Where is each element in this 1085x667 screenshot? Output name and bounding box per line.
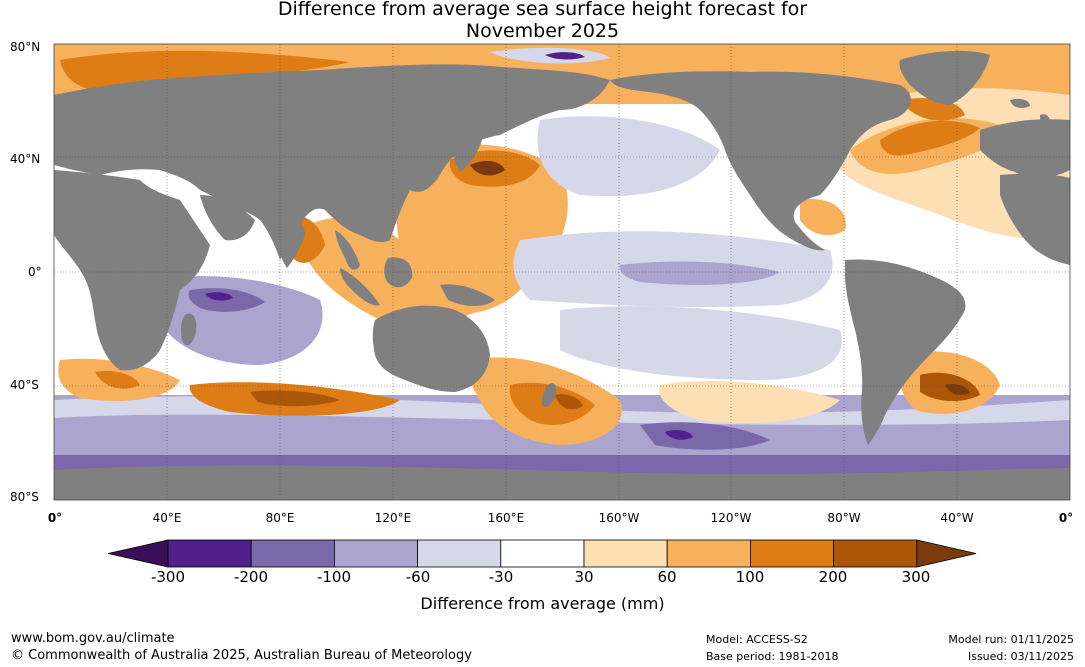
colorbar-swatch	[750, 539, 835, 568]
gridlines	[54, 44, 1070, 500]
lat-label-80n: 80°N	[10, 40, 41, 54]
land-iceland	[1010, 98, 1030, 108]
colorbar-swatch	[500, 539, 585, 568]
colorbar-tick-label: 300	[901, 568, 931, 586]
colorbar-extend-low	[107, 539, 169, 568]
map-frame	[53, 43, 1071, 501]
land-new-zealand	[541, 383, 557, 407]
land-uk	[1040, 114, 1051, 130]
lon-label-160w: 160°W	[598, 511, 640, 525]
lat-label-80s: 80°S	[10, 490, 39, 504]
land-new-guinea	[440, 284, 495, 306]
anomaly-arctic-dark	[60, 50, 350, 92]
land-australia	[372, 305, 490, 392]
lon-label-80w: 80°W	[827, 511, 861, 525]
colorbar-tick-label: 30	[574, 568, 594, 586]
land-antarctica	[54, 465, 1070, 500]
colorbar-extend-high	[916, 539, 977, 568]
land-west-africa	[1000, 173, 1070, 265]
anomaly-south-pacific-purple	[640, 422, 770, 450]
footer-website: www.bom.gov.au/climate	[11, 631, 175, 646]
anomaly-north-pacific-purple	[537, 116, 720, 197]
anomaly-bering-dark	[545, 52, 585, 60]
colorbar	[107, 539, 977, 568]
chart-title-line1: Difference from average sea surface heig…	[277, 0, 808, 20]
colorbar-tick-label: 200	[818, 568, 848, 586]
anomaly-caribbean	[800, 199, 846, 236]
lon-label-120e: 120°E	[374, 511, 412, 525]
lon-label-120w: 120°W	[710, 511, 752, 525]
colorbar-swatch	[167, 539, 252, 568]
lon-label-0-right: 0°	[1058, 511, 1074, 525]
colorbar-tick-label: -100	[316, 568, 352, 586]
anomaly-tasman-core	[509, 382, 595, 425]
footer-model-run: Model run: 01/11/2025	[948, 633, 1074, 646]
land-europe	[980, 119, 1070, 178]
colorbar-tick-label: 100	[735, 568, 765, 586]
anomaly-tasman-darkcore	[555, 394, 583, 410]
colorbar-title: Difference from average (mm)	[420, 594, 665, 613]
footer-issued: Issued: 03/11/2025	[967, 650, 1074, 663]
colorbar-tick-label: -300	[150, 568, 186, 586]
lon-label-160e: 160°E	[487, 511, 525, 525]
anomaly-acc-indian-core	[250, 390, 340, 407]
colorbar-swatch	[666, 539, 751, 568]
land-greenland	[899, 50, 990, 105]
land-madagascar	[181, 313, 197, 346]
anomaly-acc-west-core	[95, 370, 140, 389]
land-eurasia	[54, 64, 610, 261]
lat-label-40s: 40°S	[10, 378, 39, 392]
chart-title-line2: November 2025	[465, 20, 620, 42]
land-se-asia	[335, 230, 360, 270]
anomaly-kuroshio-core	[470, 160, 505, 176]
land-masses	[54, 50, 1070, 500]
colorbar-swatch	[333, 539, 418, 568]
colorbar-tick-label: 60	[657, 568, 677, 586]
land-north-america	[610, 71, 911, 251]
anomaly-gulf-stream-core	[880, 120, 980, 156]
lon-label-40w: 40°W	[940, 511, 974, 525]
colorbar-tick-label: -30	[488, 568, 514, 586]
footer-model: Model: ACCESS-S2	[706, 633, 808, 646]
land-japan	[454, 138, 482, 172]
lon-label-40e: 40°E	[152, 511, 182, 525]
colorbar-swatch	[250, 539, 335, 568]
colorbar-tick-label: -60	[405, 568, 431, 586]
anomaly-south-atlantic-darkcore	[945, 383, 970, 395]
land-south-america	[845, 259, 966, 445]
land-sumatra	[340, 268, 380, 306]
anomaly-south-pacific	[560, 306, 842, 380]
colorbar-swatch	[417, 539, 502, 568]
lon-label-80e: 80°E	[265, 511, 295, 525]
anomaly-south-pacific-darkspot	[665, 429, 693, 440]
anomaly-south-pacific-orange	[659, 380, 840, 424]
lon-label-0-left: 0°	[47, 511, 63, 525]
land-africa	[54, 170, 210, 371]
land-borneo	[384, 257, 413, 288]
colorbar-swatch	[833, 539, 918, 568]
colorbar-swatch	[583, 539, 668, 568]
footer-base-period: Base period: 1981-2018	[706, 650, 839, 663]
colorbar-tick-label: -200	[233, 568, 269, 586]
footer-copyright: © Commonwealth of Australia 2025, Austra…	[11, 648, 472, 663]
anomaly-indian-darkcore	[205, 292, 233, 301]
land-arabia	[200, 195, 255, 241]
lat-label-40n: 40°N	[10, 152, 41, 166]
lat-label-0: 0°	[28, 265, 42, 279]
anomaly-equatorial-core	[619, 261, 780, 285]
land-india	[270, 210, 305, 268]
